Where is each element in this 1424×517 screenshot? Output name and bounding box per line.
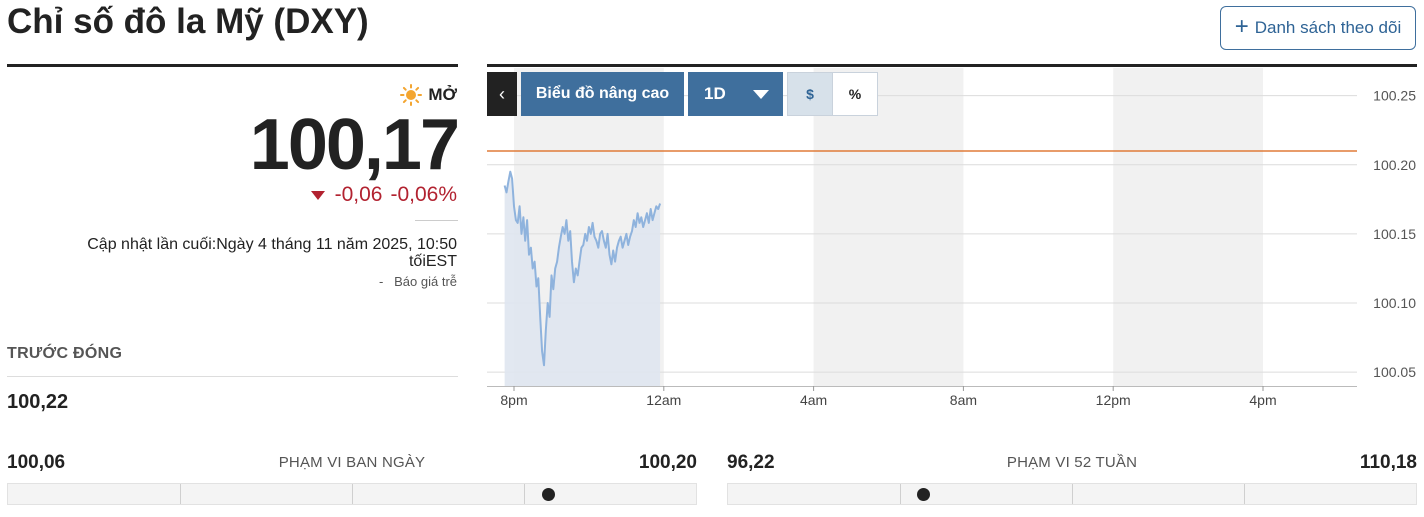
52-week-range: 96,22 PHẠM VI 52 TUẦN 110,18 (727, 452, 1417, 506)
plus-icon: + (1234, 13, 1249, 40)
52-week-range-high: 110,18 (1359, 452, 1417, 473)
down-arrow-icon (310, 190, 325, 200)
52-week-range-bar (727, 483, 1417, 505)
change-divider (415, 220, 458, 221)
x-tick-label: 8am (950, 392, 977, 408)
range-divider (352, 484, 353, 504)
day-range-bar (7, 483, 697, 505)
day-range-low: 100,06 (7, 452, 66, 473)
day-range-marker (542, 488, 556, 501)
session-band (1113, 68, 1263, 386)
x-tick-label: 8pm (500, 392, 527, 408)
chevron-left-icon: ‹ (499, 83, 505, 104)
currency-scale-button[interactable]: $ (788, 73, 833, 115)
collapse-chart-button[interactable]: ‹ (487, 72, 517, 116)
price-change: -0,06 -0,06% (310, 183, 457, 207)
last-price: 100,17 (249, 105, 460, 185)
y-tick-label: 100.10 (1373, 295, 1416, 311)
chart-range-value: 1D (704, 84, 726, 103)
delay-prefix: - (378, 274, 384, 289)
52-week-range-marker (916, 488, 930, 501)
chart-divider (487, 64, 1417, 67)
range-divider (1244, 484, 1245, 504)
x-tick-label: 4am (800, 392, 827, 408)
page-title: Chỉ số đô la Mỹ (DXY) (7, 2, 369, 41)
price-area (504, 171, 661, 386)
52-week-range-low: 96,22 (727, 452, 775, 473)
change-value: -0,06 (334, 183, 383, 206)
range-divider (1072, 484, 1073, 504)
previous-close-value: 100,22 (7, 391, 69, 413)
market-status: MỞ (400, 84, 457, 106)
y-tick-label: 100.15 (1373, 226, 1416, 242)
delay-label: Báo giá trễ (394, 274, 457, 289)
x-tick-label: 12pm (1096, 392, 1131, 408)
range-divider (900, 484, 901, 504)
chart-scale-toggle: $ % (787, 72, 878, 116)
chart-canvas[interactable]: 100.05 100.10 100.15 100.20 100.25 8pm 12am 4am… (487, 68, 1417, 418)
chevron-down-icon (753, 89, 769, 99)
52-week-range-label: PHẠM VI 52 TUẦN (1006, 454, 1138, 471)
watchlist-button-label: Danh sách theo dõi (1254, 18, 1402, 37)
add-to-watchlist-button[interactable]: + Danh sách theo dõi (1220, 6, 1416, 50)
delay-note: - Báo giá trễ (379, 274, 457, 289)
previous-close-divider (7, 376, 458, 377)
range-divider (180, 484, 181, 504)
advanced-chart-button[interactable]: Biểu đồ nâng cao (521, 72, 684, 116)
chart-range-dropdown[interactable]: 1D (688, 72, 783, 116)
sun-icon (400, 84, 423, 106)
y-tick-label: 100.05 (1373, 364, 1416, 380)
y-tick-label: 100.25 (1373, 88, 1416, 104)
market-status-label: MỞ (428, 85, 457, 104)
range-divider (524, 484, 525, 504)
session-band (813, 68, 964, 386)
price-line (503, 170, 662, 367)
change-percent: -0,06% (390, 183, 457, 206)
day-range: 100,06 PHẠM VI BAN NGÀY 100,20 (7, 452, 697, 506)
x-tick-label: 4pm (1249, 392, 1276, 408)
day-range-high: 100,20 (638, 452, 697, 473)
x-tick-label: 12am (646, 392, 681, 408)
price-chart[interactable]: 100.05 100.10 100.15 100.20 100.25 8pm 12am 4am… (487, 68, 1417, 418)
percent-scale-button[interactable]: % (833, 73, 877, 115)
day-range-label: PHẠM VI BAN NGÀY (278, 454, 426, 471)
quote-divider (7, 64, 458, 67)
y-tick-label: 100.20 (1373, 157, 1416, 173)
last-updated: Cập nhật lần cuối:Ngày 4 tháng 11 năm 20… (87, 236, 457, 270)
previous-close-label: TRƯỚC ĐÓNG (7, 345, 123, 362)
